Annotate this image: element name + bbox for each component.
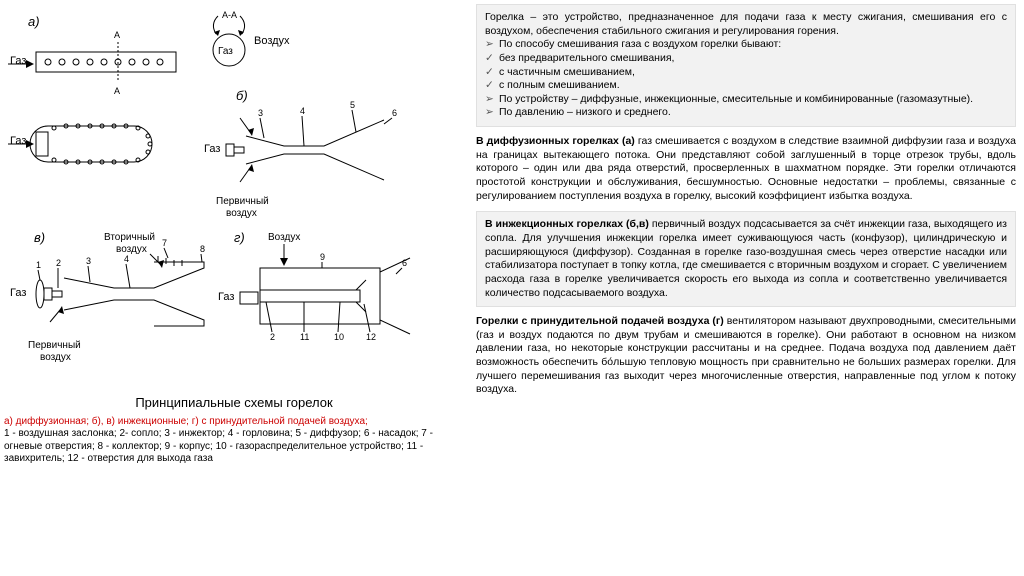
para-forced: Горелки с принудительной подачей воздуха… [476,315,1016,397]
svg-text:9: 9 [320,252,325,262]
sub2: с частичным смешиванием, [485,66,1007,80]
svg-text:11: 11 [300,332,309,342]
svg-text:1: 1 [36,260,41,270]
svg-text:6: 6 [392,108,397,118]
svg-text:6: 6 [402,258,407,268]
svg-text:А: А [114,86,120,96]
sub1: без предварительного смешивания, [485,52,1007,66]
para-diffusion: В диффузионных горелках (а) газ смешивае… [476,135,1016,203]
pt-mixing: По способу смешивания газа с воздухом го… [485,38,1007,52]
svg-text:4: 4 [300,106,305,116]
definition-box: Горелка – это устройство, предназначенно… [476,4,1016,127]
svg-text:3: 3 [86,256,91,266]
diagram-legend: а) диффузионная; б), в) инжекционные; г)… [4,416,464,466]
svg-text:10: 10 [334,332,344,342]
svg-text:7: 7 [162,238,167,248]
svg-text:б): б) [236,88,248,103]
svg-text:А: А [114,30,120,40]
para-injection-box: В инжекционных горелках (б,в) первичный … [476,211,1016,307]
pt-pressure: По давлению – низкого и среднего. [485,106,1007,120]
svg-text:в): в) [34,230,45,245]
svg-text:Первичный: Первичный [28,340,81,351]
svg-text:3: 3 [258,108,263,118]
svg-text:Газ: Газ [10,287,26,299]
svg-text:А-А: А-А [222,10,237,20]
svg-text:Вторичный: Вторичный [104,232,155,243]
svg-text:12: 12 [366,332,376,342]
burner-diagram: а) Газ А А А-А Газ Воздух Газ [4,4,464,384]
svg-text:2: 2 [270,332,275,342]
svg-text:Газ: Газ [10,135,26,147]
def-text: Горелка – это устройство, предназначенно… [485,11,1007,38]
svg-text:воздух: воздух [226,208,257,219]
sub3: с полным смешиванием. [485,79,1007,93]
svg-text:Газ: Газ [218,46,233,57]
svg-text:Воздух: Воздух [254,35,290,47]
label-a: а) [28,14,40,29]
svg-text:г): г) [234,230,245,245]
label-gas-a: Газ [10,55,26,67]
svg-text:Воздух: Воздух [268,232,300,243]
svg-text:воздух: воздух [40,352,71,363]
diagram-caption: Принципиальные схемы горелок [4,395,464,412]
svg-text:Газ: Газ [218,291,234,303]
svg-text:4: 4 [124,254,129,264]
svg-text:воздух: воздух [116,244,147,255]
svg-text:2: 2 [56,258,61,268]
svg-text:Газ: Газ [204,143,220,155]
pt-device: По устройству – диффузные, инжекционные,… [485,93,1007,107]
svg-text:Первичный: Первичный [216,196,269,207]
svg-text:8: 8 [200,244,205,254]
svg-text:5: 5 [350,100,355,110]
